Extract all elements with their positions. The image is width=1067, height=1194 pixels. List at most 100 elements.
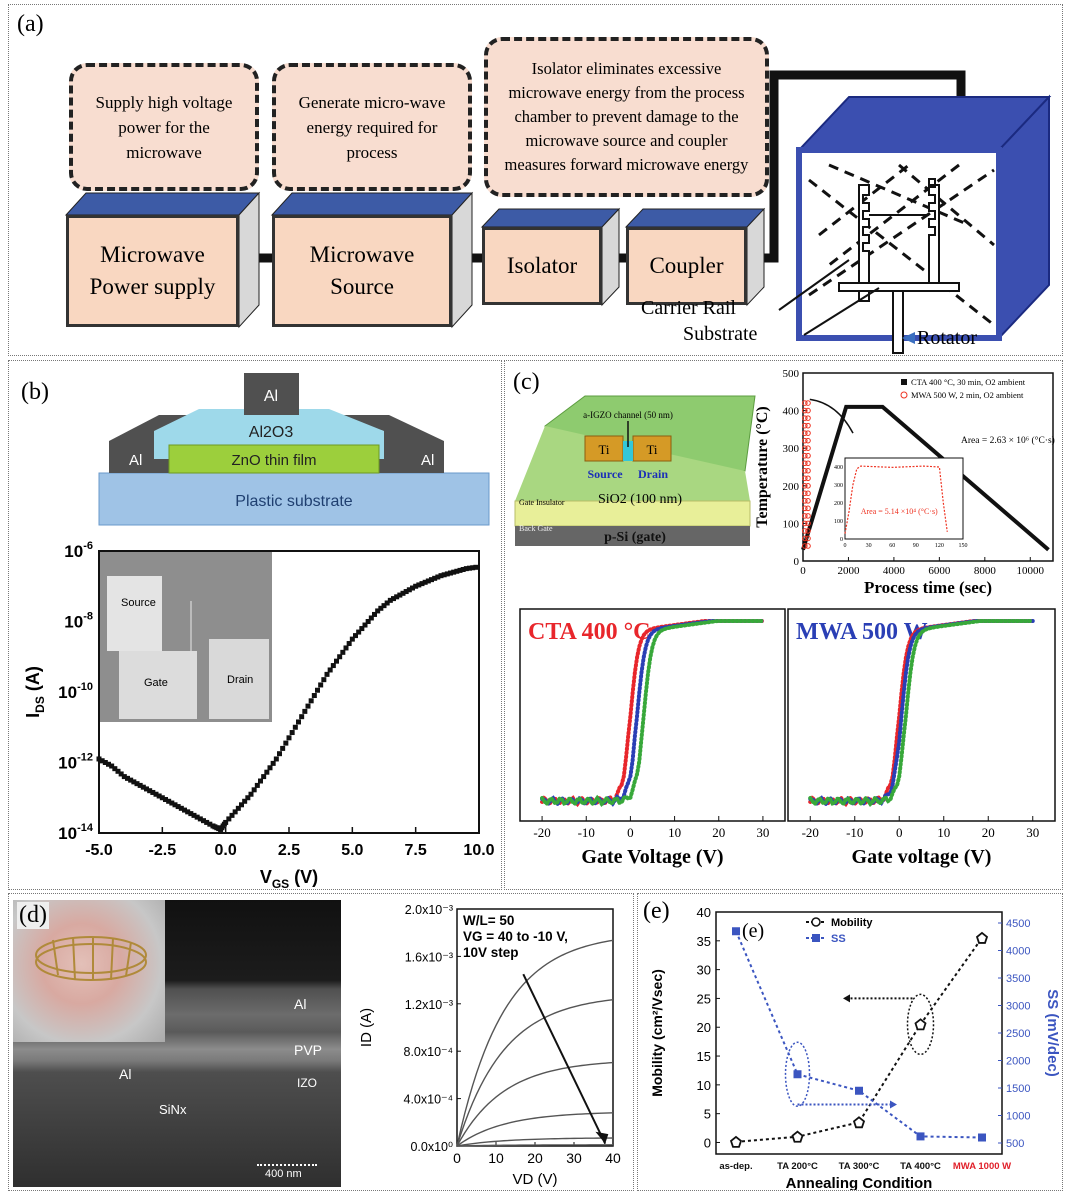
inset-drain-pad — [209, 639, 269, 719]
channel-label: a-IGZO channel (50 nm) — [583, 410, 673, 420]
mwa-point — [805, 445, 811, 451]
x-tick-label-transfer: 10 — [668, 825, 681, 840]
data-point-b — [365, 619, 371, 624]
data-point-b — [413, 583, 419, 589]
data-point-b — [324, 671, 330, 677]
panel-e-label: (e) — [643, 898, 670, 924]
inset-drain-label: Drain — [227, 674, 253, 686]
chart-b: -5.0 -2.5 0.0 2.5 5.0 7.5 10.0 10-14 10-12 10-10 1… — [23, 541, 495, 889]
data-point-b — [416, 582, 422, 588]
data-point-b — [242, 798, 248, 804]
data-point-b — [147, 788, 153, 794]
y-right-tick-label-e: 1000 — [1006, 1111, 1030, 1123]
x-tick-label-temp: 4000 — [883, 565, 906, 577]
inset-source-pad — [107, 576, 162, 651]
y-tick-label-b: 10-14 — [58, 822, 94, 843]
mobility-point — [852, 1116, 866, 1129]
inset-source-label: Source — [121, 597, 156, 609]
x-tick-label-transfer: 30 — [756, 825, 769, 840]
data-point-b — [223, 819, 229, 825]
ss-point — [978, 1133, 986, 1142]
inset-gate-pad — [119, 651, 197, 719]
x-tick-label-b: -2.5 — [149, 842, 177, 859]
plot-frame-transfer — [519, 608, 786, 822]
y-tick-label-d: 2.0x10⁻³ — [405, 903, 453, 917]
legend-mobility: Mobility — [831, 917, 873, 929]
data-point-b — [438, 573, 444, 579]
bubble-source: Generate micro-wave energy required for … — [272, 63, 472, 191]
ss-arrowhead — [890, 1100, 897, 1109]
y-tick-label-b: 10-10 — [58, 681, 93, 702]
data-point-b — [125, 775, 130, 781]
data-point-b — [175, 804, 181, 810]
box-isolator: Isolator — [482, 227, 602, 305]
data-point-b — [121, 774, 127, 780]
legend-mwa-marker — [900, 391, 908, 399]
mobility-highlight-ellipse — [906, 993, 935, 1056]
y-axis-label-d: ID (A) — [358, 1008, 375, 1047]
x-axis-label-transfer: Gate voltage (V) — [852, 846, 992, 868]
mwa-point — [802, 483, 808, 489]
chart-e: 0 5 10 15 20 25 30 35 40 500 1000 1500 2000 2500 3000 3… — [649, 905, 1061, 1190]
data-point-b — [172, 802, 178, 808]
data-point-b — [327, 667, 333, 673]
legend-mwa: MWA 500 W, 2 min, O2 ambient — [911, 390, 1024, 400]
data-point-b — [305, 703, 311, 709]
y-left-tick-label-e: 15 — [697, 1049, 711, 1064]
data-point-b — [451, 569, 457, 575]
y-tick-label-d: 1.6x10⁻³ — [405, 950, 453, 964]
transfer-title: CTA 400 °C — [528, 619, 651, 645]
mwa-point — [802, 437, 808, 444]
ss-point — [732, 927, 740, 936]
inset-x-tick: 60 — [889, 543, 895, 549]
mwa-point — [802, 543, 808, 549]
plot-frame-transfer — [787, 608, 1056, 822]
legend-mobility-marker — [811, 917, 821, 927]
data-point-b — [254, 782, 260, 788]
legend-ss: SS — [831, 933, 846, 945]
ti-right: Ti — [646, 442, 657, 457]
data-point-b — [302, 708, 308, 714]
panel-e: (e) 0 5 10 15 20 25 30 35 40 500 1000 1500 2000 2500 3… — [637, 893, 1063, 1191]
mwa-point — [802, 467, 808, 474]
panel-d-label: (d) — [17, 902, 49, 929]
device-left-al: Al — [129, 452, 142, 469]
data-point-b — [182, 807, 187, 813]
y-tick-label-temp: 100 — [783, 518, 800, 530]
system-diagram — [64, 70, 1052, 354]
sem-sinx: SiNx — [159, 1102, 187, 1117]
x-tick-label-b: -5.0 — [85, 842, 113, 859]
y-tick-label-b: 10-12 — [58, 752, 93, 773]
data-point-b — [444, 571, 450, 577]
mwa-point — [802, 407, 808, 414]
y-axis-label-b: IDS (A) — [23, 666, 47, 718]
x-tick-label-e: TA 400°C — [900, 1161, 941, 1172]
mwa-point — [802, 505, 808, 512]
data-point-b — [248, 791, 254, 797]
data-point-b — [159, 795, 165, 801]
bubble-power: Supply high voltage power for the microw… — [69, 63, 259, 191]
data-point-b — [473, 564, 479, 570]
data-point-b — [204, 819, 210, 825]
x-tick-label-transfer: 30 — [1026, 825, 1039, 840]
sem-pvp: PVP — [294, 1042, 323, 1058]
mwa-point — [802, 528, 808, 534]
inset-y-tick: 400 — [834, 465, 843, 471]
data-point-b — [194, 814, 200, 820]
x-tick-label-b: 5.0 — [341, 842, 363, 859]
data-point-b — [273, 756, 279, 762]
data-point-b — [270, 760, 276, 766]
mwa-point — [802, 430, 808, 436]
data-point-b — [384, 600, 390, 606]
arrow-d — [522, 973, 607, 1145]
data-point-b — [137, 782, 143, 788]
y-axis-label-temp: Temperature (°C) — [754, 406, 771, 527]
y-left-tick-label-e: 5 — [704, 1107, 711, 1122]
data-point-b — [235, 805, 241, 811]
arrowhead-d — [595, 1131, 609, 1144]
inner-panel-label-e: (e) — [742, 920, 764, 942]
mwa-point — [805, 437, 811, 444]
mwa-point — [802, 400, 808, 406]
data-point-b — [185, 809, 191, 815]
inset-y-tick: 200 — [834, 501, 843, 507]
